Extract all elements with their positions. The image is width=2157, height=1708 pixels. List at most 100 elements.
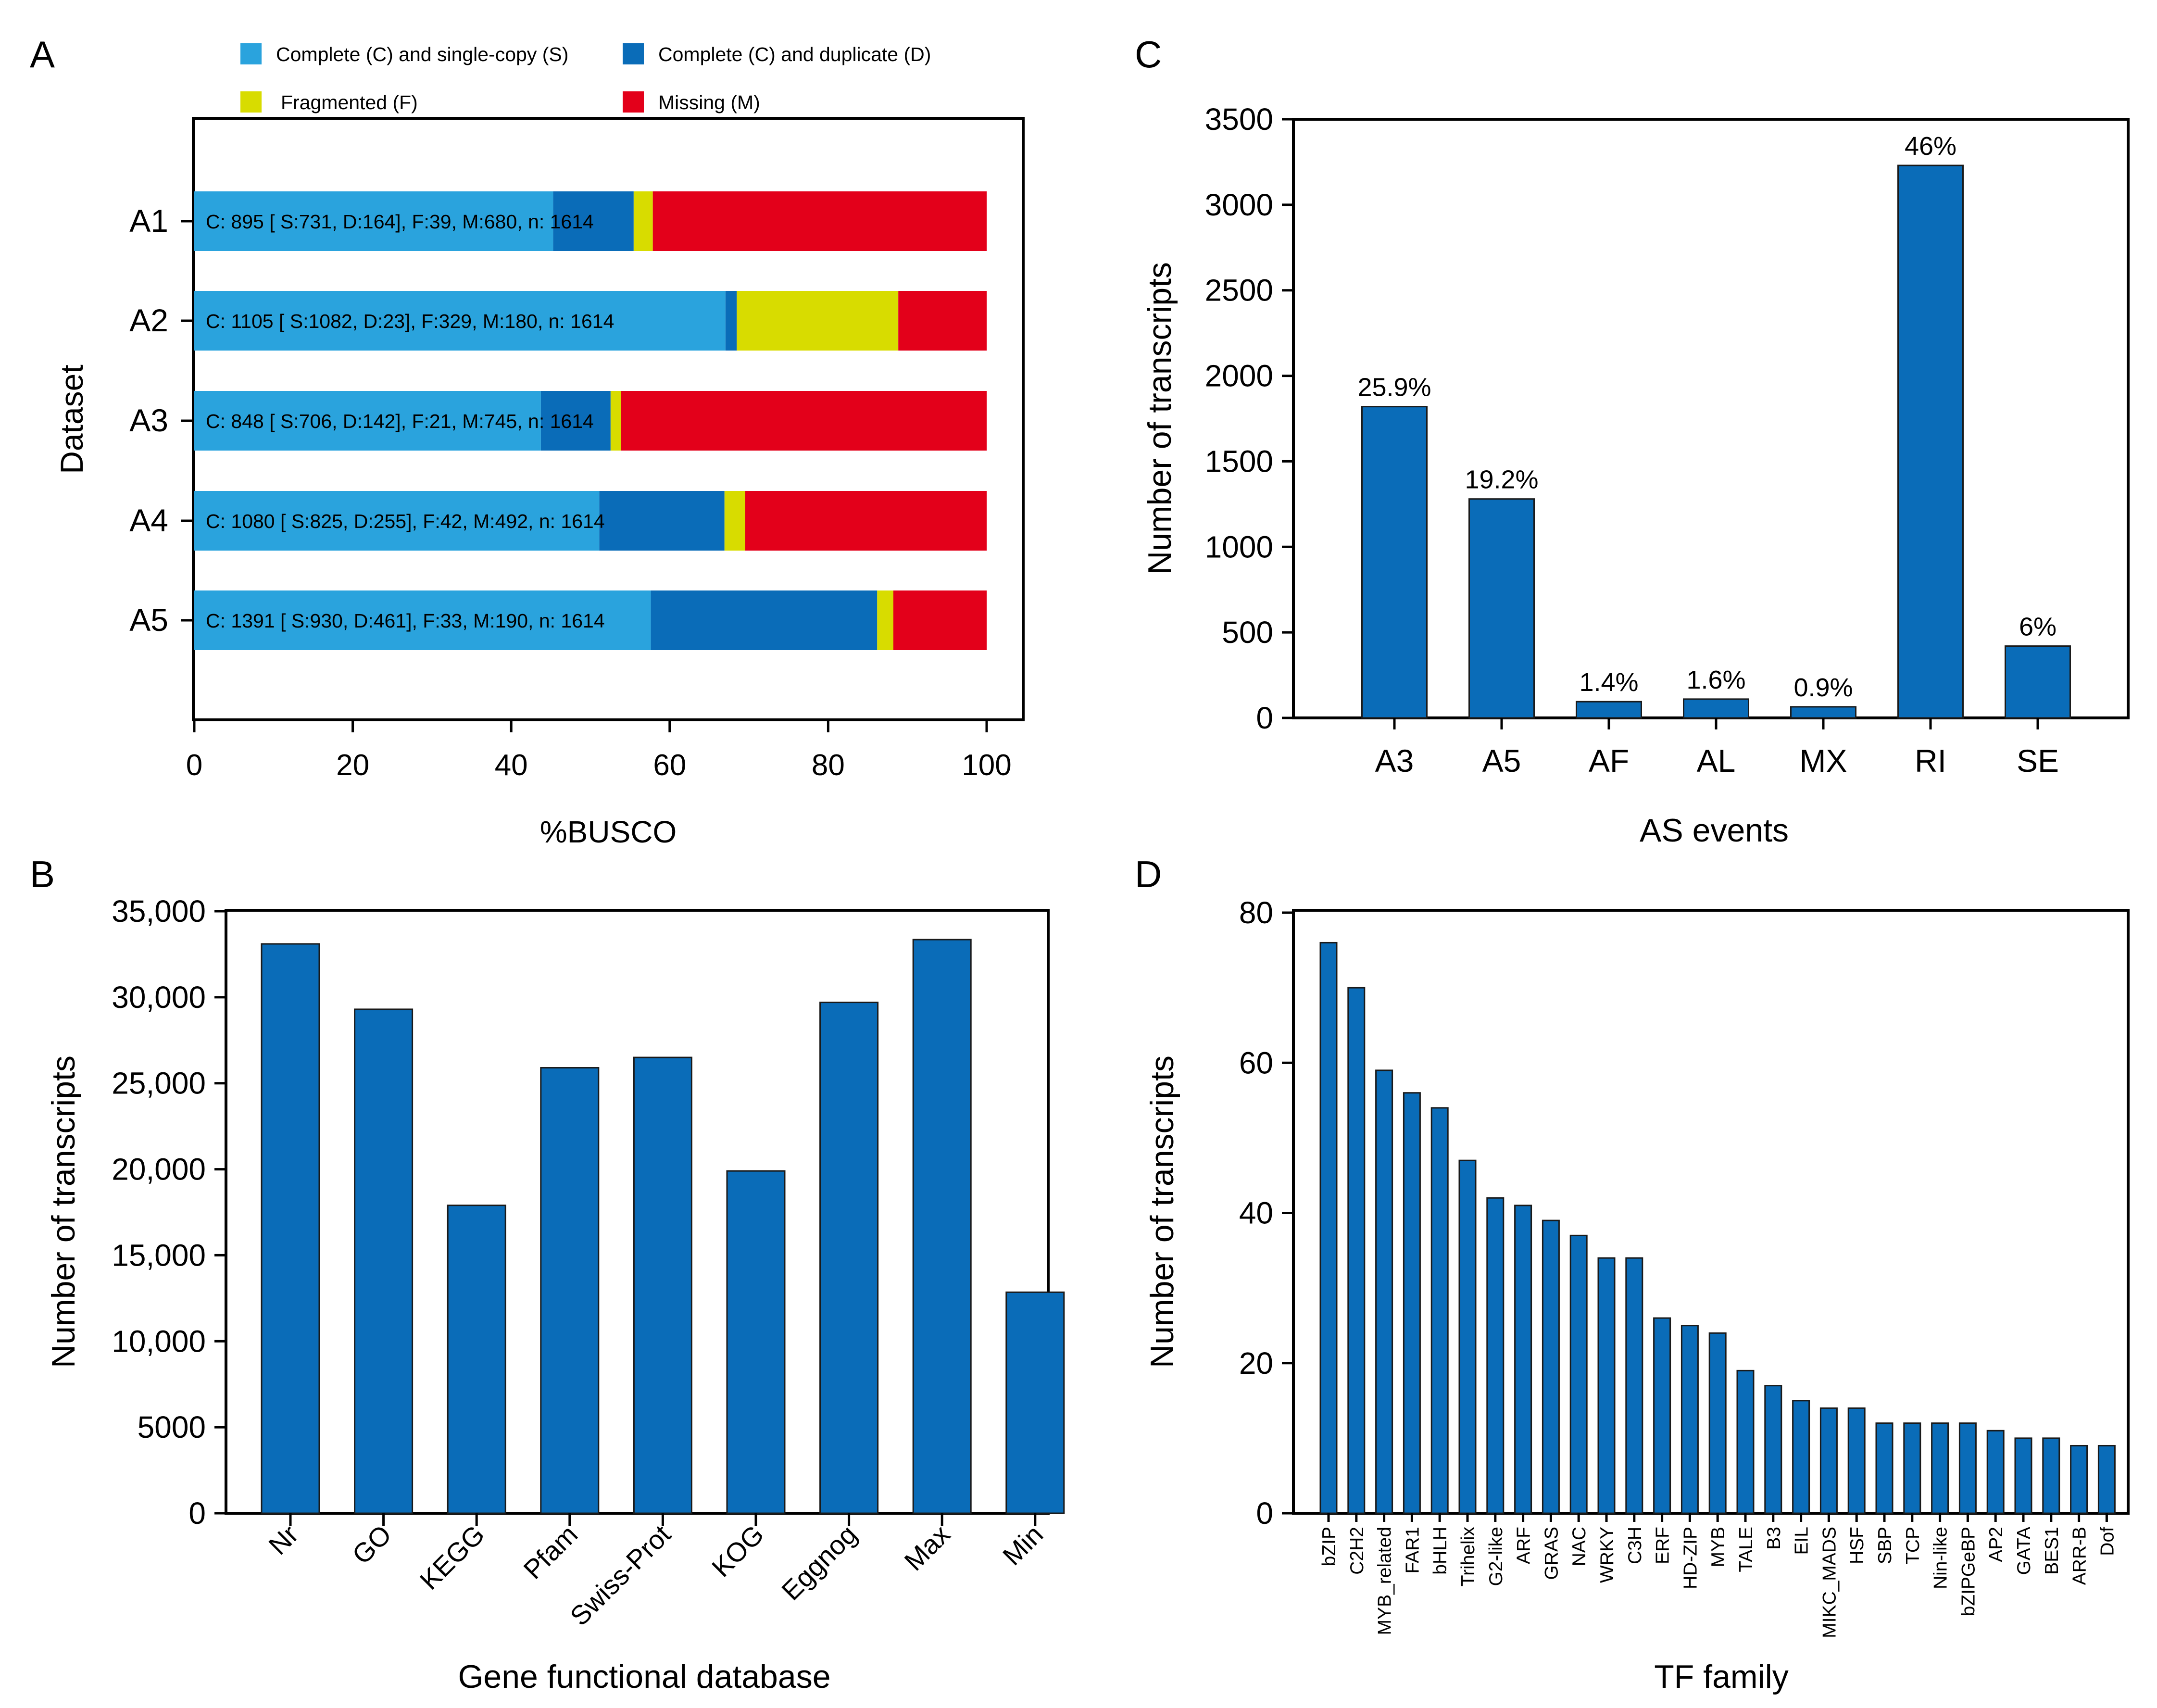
- panel-d-category-label: G2-like: [1486, 1527, 1506, 1586]
- bar: [726, 1170, 786, 1514]
- bar: [2042, 1437, 2060, 1514]
- legend-swatch-duplicate: [623, 43, 644, 64]
- bar: [1514, 1205, 1532, 1514]
- panel-letter-b: B: [30, 853, 55, 895]
- bar: [1653, 1317, 1671, 1514]
- panel-c-data-label: 0.9%: [1793, 673, 1853, 702]
- panel-d-category-label: EIL: [1792, 1527, 1812, 1555]
- bar: [912, 939, 972, 1514]
- panel-d-category-label: ARR-B: [2069, 1527, 2090, 1585]
- panel-d-category-label: TALE: [1736, 1527, 1756, 1572]
- bar: [447, 1205, 506, 1514]
- panel-a-bar-label: C: 895 [ S:731, D:164], F:39, M:680, n: …: [206, 211, 594, 233]
- bar: [540, 1067, 600, 1514]
- panel-d-ytick-label: 80: [1239, 895, 1273, 930]
- bar: [1708, 1332, 1727, 1514]
- bar-segment-s: [194, 391, 541, 451]
- panel-d-category-label: GATA: [2014, 1527, 2034, 1575]
- panel-b-category-label: Swiss-Prot: [564, 1519, 677, 1632]
- bar: [2097, 1444, 2116, 1514]
- panel-c-data-label: 6%: [2019, 613, 2057, 641]
- bar: [2005, 645, 2071, 719]
- panel-c-category-label: AL: [1697, 743, 1736, 779]
- bar-segment-s: [194, 590, 651, 650]
- bar-segment-d: [553, 191, 634, 251]
- bar-segment-m: [621, 391, 987, 451]
- panel-d-category-label: HD-ZIP: [1680, 1527, 1701, 1589]
- panel-c-data-label: 1.4%: [1579, 668, 1638, 697]
- bar: [1875, 1422, 1894, 1514]
- panel-d-category-label: Dof: [2097, 1527, 2118, 1556]
- bar-segment-f: [737, 291, 899, 351]
- legend-label-missing: Missing (M): [658, 91, 760, 113]
- panel-b-category-label: GO: [346, 1519, 397, 1570]
- legend-label-single: Complete (C) and single-copy (S): [276, 43, 568, 65]
- panel-d-category-label: C2H2: [1347, 1527, 1367, 1575]
- bar: [1430, 1107, 1449, 1514]
- panel-d-category-label: B3: [1764, 1527, 1784, 1550]
- bar: [1903, 1422, 1921, 1514]
- panel-letter-c: C: [1135, 33, 1162, 75]
- bar-segment-s: [194, 191, 553, 251]
- panel-c-data-label: 19.2%: [1465, 465, 1538, 494]
- panel-b-ytick-label: 35,000: [112, 894, 206, 929]
- bar: [1847, 1407, 1866, 1514]
- bar-segment-f: [633, 191, 653, 251]
- panel-a-ylabel: Dataset: [54, 364, 89, 474]
- legend-swatch-single: [240, 43, 262, 64]
- panel-d-ytick-label: 60: [1239, 1045, 1273, 1080]
- panel-d-category-label: MYB_related: [1375, 1527, 1395, 1635]
- panel-d-xlabel: TF family: [1654, 1658, 1789, 1695]
- panel-d-category-label: NAC: [1569, 1527, 1590, 1566]
- panel-a-bar-label: C: 848 [ S:706, D:142], F:21, M:745, n: …: [206, 410, 594, 432]
- panel-d-ylabel: Number of transcripts: [1144, 1055, 1180, 1368]
- bar: [1958, 1422, 1977, 1514]
- bar: [1319, 942, 1338, 1514]
- panel-d-category-label: bHLH: [1430, 1527, 1451, 1575]
- panel-b-ytick-label: 10,000: [112, 1324, 206, 1358]
- panel-a-category-label: A4: [129, 502, 168, 538]
- bar: [1597, 1257, 1616, 1514]
- panel-d-category-label: bZIP: [1319, 1527, 1340, 1566]
- bar: [1403, 1092, 1421, 1514]
- panel-d-category-label: FAR1: [1402, 1527, 1423, 1574]
- panel-d-category-label: WRKY: [1597, 1527, 1618, 1583]
- bar-segment-f: [610, 391, 621, 451]
- panel-b-category-label: Nr: [263, 1519, 304, 1560]
- panel-a-xtick-label: 20: [336, 749, 369, 782]
- panel-b-ytick-label: 20,000: [112, 1152, 206, 1187]
- panel-d-category-label: AP2: [1986, 1527, 2007, 1562]
- panel-a-xtick-label: 0: [186, 749, 202, 782]
- panel-d-category-label: Trihelix: [1458, 1527, 1479, 1587]
- panel-d-category-label: Nin-like: [1931, 1527, 1951, 1589]
- bar: [819, 1002, 879, 1514]
- bar: [1736, 1369, 1755, 1514]
- panel-b-ylabel: Number of transcripts: [45, 1055, 82, 1368]
- panel-c-category-label: A5: [1482, 743, 1521, 779]
- panel-d-category-label: bZIPGeBP: [1958, 1527, 1979, 1616]
- legend-label-fragmented: Fragmented (F): [281, 91, 418, 113]
- bar: [354, 1008, 414, 1514]
- bar: [1569, 1234, 1588, 1514]
- panel-c-category-label: SE: [2017, 743, 2059, 779]
- panel-b-category-label: KOG: [706, 1519, 770, 1583]
- bar: [1361, 406, 1428, 719]
- bar: [1542, 1219, 1560, 1514]
- panel-c-ytick-label: 2000: [1205, 359, 1273, 393]
- panel-c-category-label: AF: [1589, 743, 1629, 779]
- panel-a-bar-label: C: 1105 [ S:1082, D:23], F:329, M:180, n…: [206, 310, 614, 332]
- bar: [1764, 1385, 1782, 1514]
- panel-a-category-label: A5: [129, 602, 168, 638]
- panel-b-category-label: Eggnog: [776, 1519, 863, 1606]
- panel-d-category-label: SBP: [1875, 1527, 1895, 1564]
- panel-b-ytick-label: 0: [188, 1496, 206, 1531]
- panel-d-category-label: TCP: [1903, 1527, 1923, 1564]
- panel-c-category-label: MX: [1800, 743, 1847, 779]
- panel-c-category-label: A3: [1375, 743, 1414, 779]
- panel-b-ytick-label: 30,000: [112, 980, 206, 1015]
- bar: [1790, 706, 1856, 719]
- bar: [1468, 498, 1535, 719]
- panel-a-bar-label: C: 1391 [ S:930, D:461], F:33, M:190, n:…: [206, 610, 605, 632]
- panel-b-xlabel: Gene functional database: [458, 1658, 830, 1695]
- bar-segment-d: [540, 391, 611, 451]
